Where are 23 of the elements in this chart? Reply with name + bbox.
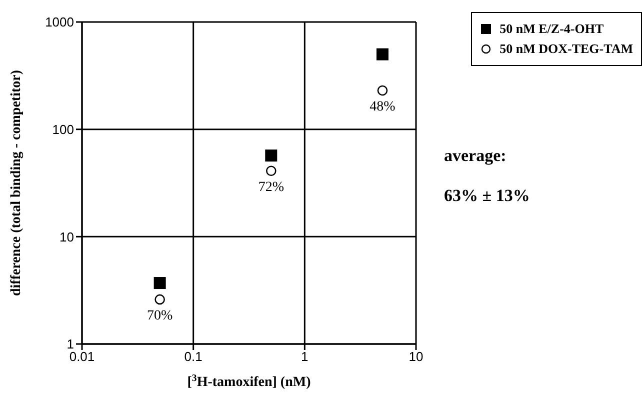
text: 63% ± 13% xyxy=(444,186,530,206)
point xyxy=(154,294,165,305)
x-axis-title: [$^{3}$H-tamoxifen] (nM) xyxy=(187,372,312,390)
y-tick-label: 1000 xyxy=(45,14,74,30)
x-tick-label: 0.1 xyxy=(184,349,202,364)
y-tick-label: 10 xyxy=(60,229,74,244)
legend-label: 50 nM DOX-TEG-TAM xyxy=(500,41,633,57)
point xyxy=(377,85,388,96)
x-tick-label: 1 xyxy=(301,349,308,364)
y-axis-title: difference (total binding - competitor) xyxy=(9,70,24,296)
y-tick-label: 1 xyxy=(66,336,74,352)
point xyxy=(265,150,278,162)
point xyxy=(376,48,388,60)
annotation: 70% xyxy=(146,308,173,324)
text: average: xyxy=(444,146,508,166)
x-tick-label: 10 xyxy=(408,349,424,364)
annotation: 48% xyxy=(370,99,396,114)
legend-label: 50 nM E/Z-4-OHT xyxy=(500,21,604,37)
x-tick-label: 0.01 xyxy=(69,349,95,364)
y-tick-label: 100 xyxy=(52,122,74,137)
annotation: 72% xyxy=(258,180,284,195)
point xyxy=(154,277,166,290)
point xyxy=(266,166,276,176)
